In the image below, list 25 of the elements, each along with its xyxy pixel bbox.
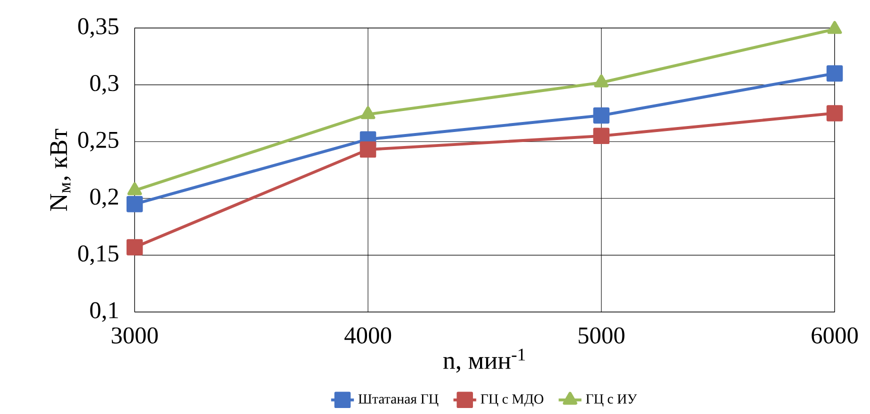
x-axis-title: n, мин$^{-1}$ <box>443 348 525 373</box>
y-tick-label: 0,3 <box>90 74 118 95</box>
point <box>593 107 610 124</box>
y-tick-label: 0,15 <box>78 245 118 266</box>
legend-label: ГЦ с МДО <box>480 394 544 407</box>
legend-label: ГЦ с ИУ <box>586 394 637 406</box>
y-tick-label: 0,35 <box>78 18 118 38</box>
y-tick-label: 0,2 <box>90 188 118 208</box>
point <box>826 65 843 82</box>
point <box>826 105 843 122</box>
y-axis-title: N$_{м}$, кВт <box>50 128 71 211</box>
point <box>126 239 143 256</box>
x-tick-label: 5000 <box>578 327 624 344</box>
y-tick-label: 0,1 <box>90 302 118 322</box>
point <box>594 74 609 88</box>
point <box>360 106 376 120</box>
x-tick-label: 3000 <box>112 327 158 344</box>
point <box>827 21 842 34</box>
y-tick-label: 0,25 <box>78 132 118 152</box>
x-tick-label: 6000 <box>812 327 858 344</box>
legend-label: Штатаная ГЦ <box>358 394 438 406</box>
point <box>360 141 376 158</box>
point <box>126 196 143 212</box>
point <box>593 128 610 144</box>
x-tick-label: 4000 <box>344 327 392 344</box>
